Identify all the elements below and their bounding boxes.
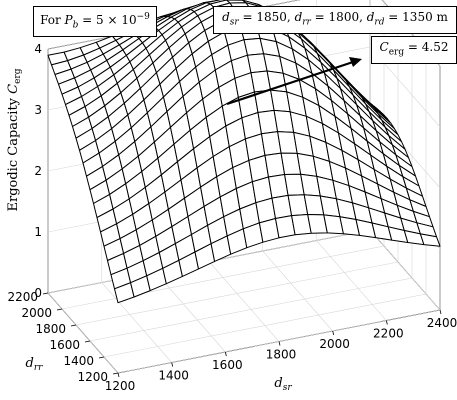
z-tick-label: 2 [34,164,42,178]
z-tick-label: 0 [34,286,42,300]
x-tick-label: 2000 [319,337,350,351]
x-tick-mark [385,320,388,325]
y-tick-mark [112,372,119,375]
peak-value-annotation: Cerg = 4.52 [371,36,457,65]
y-gridline [75,18,399,326]
y-tick-label: 2000 [21,306,52,320]
y-tick-mark [84,340,91,343]
y-tick-mark [70,324,77,327]
x-tick-mark [332,330,335,336]
condition-annotation: For Pb = 5 × 10−9 [33,6,157,38]
z-tick-label: 3 [34,103,42,117]
y-gridline [61,2,385,310]
y-tick-label: 1200 [77,370,108,384]
x-tick-label: 1800 [266,348,297,362]
y-tick-label: 1400 [63,354,94,368]
y-tick-label: 2200 [7,290,38,304]
x-tick-label: 1400 [158,369,189,383]
x-tick-mark [439,309,442,315]
peak-arrow [226,57,362,106]
surface-cell [419,233,441,247]
y-gridline [103,50,427,358]
y-tick-mark [98,356,105,359]
x-tick-label: 1200 [105,379,136,393]
x-tick-mark [224,351,227,357]
axis-ticks: 1200 1400 1600 1800 2000 2200 2400 1200 1400 1600… [7,42,457,393]
x-tick-mark [117,372,120,378]
x-axis-label: dsr [274,376,292,393]
y-axis-label: drr [26,356,44,373]
distances-annotation: dsr = 1850, drr = 1800, drd = 1350 m [213,6,457,35]
x-tick-label: 2200 [373,327,404,341]
y-gridline [89,34,413,342]
z-tick-label: 4 [34,42,42,56]
y-tick-label: 1800 [35,322,66,336]
x-tick-label: 2400 [427,316,457,330]
x-tick-mark [278,341,281,346]
z-tick-label: 1 [34,225,42,239]
z-axis-label: Ergodic Capacity Cerg [6,68,23,211]
y-tick-mark [56,308,63,311]
y-tick-label: 1600 [49,338,80,352]
x-tick-label: 1600 [212,358,243,372]
x-tick-mark [171,362,174,367]
y-tick-mark [42,292,49,295]
